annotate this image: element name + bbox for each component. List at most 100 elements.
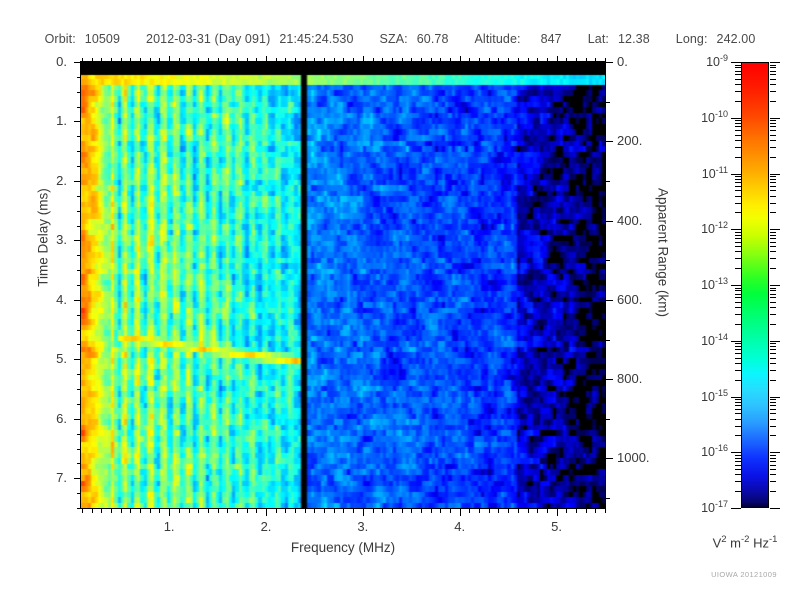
colorbar-label-mantissa: 10 <box>701 333 715 348</box>
altitude-value: 847 <box>540 32 562 46</box>
bottom-tick-minor <box>150 509 151 513</box>
right-tick-label: 1000. <box>617 450 650 466</box>
top-tick-major <box>460 56 461 62</box>
colorbar-tick-minor <box>735 380 741 381</box>
right-tick-label: 0. <box>617 54 628 69</box>
colorbar-tick-minor <box>770 346 776 347</box>
spectrogram-canvas <box>81 62 605 508</box>
bottom-tick-minor <box>440 509 441 513</box>
left-tick-label: 1. <box>56 113 67 129</box>
colorbar-label-exponent: -13 <box>714 276 728 286</box>
left-tick-minor <box>77 449 81 450</box>
sza-label: SZA: <box>379 32 408 46</box>
colorbar-tick-minor <box>770 196 776 197</box>
top-tick-minor <box>82 58 83 62</box>
bottom-tick-minor <box>566 509 567 513</box>
colorbar-tick-minor <box>735 182 741 183</box>
right-tick-label: 200. <box>617 133 643 149</box>
left-tick-label: 5. <box>56 351 67 367</box>
colorbar-tick-minor <box>735 232 741 233</box>
header-info-line: Orbit: 10509 2012-03-31 (Day 091) 21:45:24.… <box>0 32 800 46</box>
colorbar-tick-minor <box>735 84 741 85</box>
colorbar-tick-minor <box>770 101 776 102</box>
colorbar-tick-minor <box>770 238 776 239</box>
bottom-tick-minor <box>314 509 315 513</box>
colorbar-tick-minor <box>770 409 776 410</box>
colorbar-tick-label: 10-9 <box>706 53 728 69</box>
colorbar-tick-major <box>770 229 780 230</box>
top-tick-minor <box>121 58 122 62</box>
colorbar-label-exponent: -9 <box>719 53 728 63</box>
colorbar-tick-minor <box>770 465 776 466</box>
left-tick-label: 4. <box>56 291 67 307</box>
colorbar-tick-minor <box>770 147 776 148</box>
colorbar-label-mantissa: 10 <box>706 55 720 70</box>
right-tick-minor <box>606 340 610 341</box>
colorbar-tick-minor <box>770 294 776 295</box>
bottom-tick-minor <box>101 509 102 513</box>
colorbar-tick-minor <box>770 123 776 124</box>
units-v-exponent: 2 <box>721 534 727 545</box>
left-tick-label: 6. <box>56 410 67 426</box>
colorbar-label-mantissa: 10 <box>701 501 715 516</box>
bottom-tick-minor <box>237 509 238 513</box>
top-tick-minor <box>140 58 141 62</box>
colorbar-tick-minor <box>770 474 776 475</box>
colorbar-tick-minor <box>735 130 741 131</box>
right-tick-label: 800. <box>617 371 643 387</box>
colorbar-tick-minor <box>735 157 741 158</box>
bottom-tick-minor <box>140 509 141 513</box>
top-tick-minor <box>440 58 441 62</box>
colorbar-tick-minor <box>735 71 741 72</box>
colorbar-tick-minor <box>735 324 741 325</box>
colorbar-tick-minor <box>770 84 776 85</box>
colorbar-label-exponent: -15 <box>714 387 728 398</box>
colorbar-tick-minor <box>735 405 741 406</box>
bottom-tick-minor <box>595 509 596 513</box>
bottom-tick-minor <box>489 509 490 513</box>
colorbar-tick-minor <box>735 101 741 102</box>
bottom-tick-minor <box>334 509 335 513</box>
bottom-tick-minor <box>518 509 519 513</box>
top-tick-minor <box>605 58 606 62</box>
colorbar-tick-minor <box>735 268 741 269</box>
colorbar-tick-minor <box>770 399 776 400</box>
right-tick-major <box>606 221 613 222</box>
colorbar-tick-minor <box>770 65 776 66</box>
colorbar-tick-minor <box>735 120 741 121</box>
colorbar-tick-major <box>731 508 741 509</box>
colorbar-tick-minor <box>735 147 741 148</box>
colorbar-tick-minor <box>735 474 741 475</box>
top-tick-minor <box>189 58 190 62</box>
bottom-tick-minor <box>295 509 296 513</box>
colorbar-tick-major <box>731 341 741 342</box>
colorbar-tick-minor <box>770 358 776 359</box>
top-tick-minor <box>402 58 403 62</box>
colorbar-tick-minor <box>735 190 741 191</box>
bottom-tick-minor <box>82 509 83 513</box>
bottom-tick-minor <box>605 509 606 513</box>
right-axis-title: Apparent Range (km) <box>655 187 671 318</box>
colorbar-tick-major <box>731 229 741 230</box>
top-tick-minor <box>208 58 209 62</box>
observation-time: 21:45:24.530 <box>279 32 354 46</box>
colorbar-tick-major <box>770 285 780 286</box>
left-tick-label: 2. <box>56 172 67 188</box>
colorbar-tick-major <box>731 285 741 286</box>
bottom-tick-minor <box>469 509 470 513</box>
bottom-tick-minor <box>373 509 374 513</box>
bottom-tick-minor <box>227 509 228 513</box>
bottom-tick-major <box>169 509 170 516</box>
colorbar-tick-minor <box>735 74 741 75</box>
colorbar-label-mantissa: 10 <box>701 166 716 181</box>
colorbar-tick-minor <box>735 353 741 354</box>
colorbar-label-mantissa: 10 <box>701 110 715 125</box>
colorbar-tick-minor <box>735 297 741 298</box>
left-tick-major <box>74 478 81 479</box>
colorbar-tick-minor <box>770 126 776 127</box>
top-tick-minor <box>285 58 286 62</box>
colorbar-tick-minor <box>735 67 741 68</box>
colorbar-tick-minor <box>735 176 741 177</box>
right-tick-major <box>606 141 613 142</box>
left-tick-label: 7. <box>56 470 67 486</box>
